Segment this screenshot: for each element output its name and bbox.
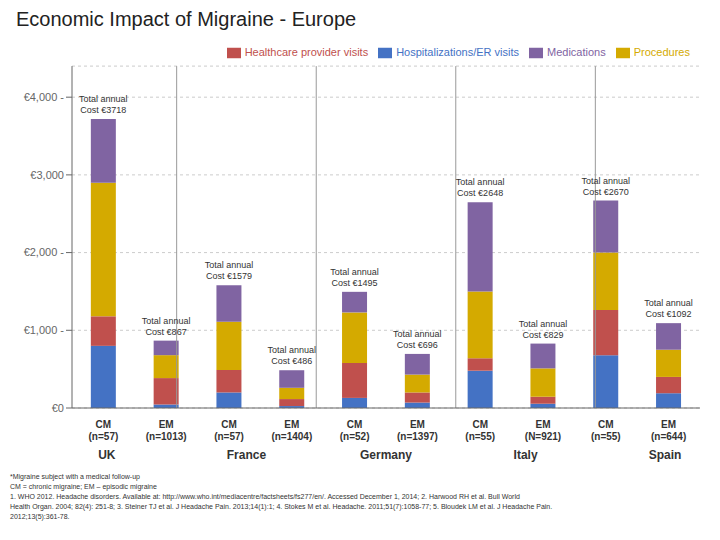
svg-text:Total annualCost €2648: Total annualCost €2648: [456, 177, 505, 198]
svg-text:CM(n=57): CM(n=57): [214, 419, 244, 442]
svg-text:EM(n=644): EM(n=644): [651, 419, 686, 442]
svg-text:EM(n=1013): EM(n=1013): [146, 419, 187, 442]
svg-text:Italy: Italy: [514, 448, 538, 462]
svg-text:EM(N=921): EM(N=921): [525, 419, 561, 442]
svg-text:€1,000 -: €1,000 -: [24, 324, 65, 336]
svg-text:EM(n=1404): EM(n=1404): [271, 419, 312, 442]
html-text:CM = chronic migraine; EM – ep: CM = chronic migraine; EM – episodic mig…: [10, 483, 157, 490]
svg-text:Total annualCost €696: Total annualCost €696: [393, 329, 442, 350]
svg-text:Total annualCost €829: Total annualCost €829: [519, 319, 568, 340]
svg-text:CM(n=52): CM(n=52): [340, 419, 370, 442]
svg-text:Total annualCost €1092: Total annualCost €1092: [644, 298, 693, 319]
html-text:Healthcare provider visits: Healthcare provider visits: [244, 46, 369, 58]
svg-text:France: France: [227, 448, 267, 462]
html-text:*Migraine subject with a medic: *Migraine subject with a medical follow-…: [10, 473, 140, 480]
svg-text:€3,000: €3,000: [30, 169, 64, 181]
svg-text:UK: UK: [98, 448, 116, 462]
svg-text:Total annualCost €3718: Total annualCost €3718: [79, 94, 128, 115]
svg-text:€2,000 -: €2,000 -: [24, 246, 65, 258]
svg-text:Total annualCost €1495: Total annualCost €1495: [330, 267, 379, 288]
svg-text:CM(n=55): CM(n=55): [591, 419, 621, 442]
svg-text:Total annualCost €2670: Total annualCost €2670: [581, 176, 630, 197]
svg-text:€0: €0: [52, 402, 64, 414]
svg-text:EM(n=1397): EM(n=1397): [397, 419, 438, 442]
svg-text:Total annualCost €867: Total annualCost €867: [142, 316, 191, 337]
html-text:Health Organ. 2004; 82(4): 251: Health Organ. 2004; 82(4): 251-8; 3. Ste…: [10, 503, 553, 510]
html-text:Medications: Medications: [547, 46, 606, 58]
svg-text:Total annualCost €486: Total annualCost €486: [267, 345, 316, 366]
svg-text:Total annualCost €1579: Total annualCost €1579: [205, 260, 254, 281]
html-text:2012;13(5):361-78.: 2012;13(5):361-78.: [10, 513, 70, 520]
html-text:Procedures: Procedures: [633, 46, 690, 58]
svg-text:CM(n=55): CM(n=55): [465, 419, 495, 442]
html-text:1. WHO 2012. Headache disorder: 1. WHO 2012. Headache disorders. Availab…: [10, 493, 520, 500]
svg-text:Spain: Spain: [649, 448, 682, 462]
html-text:Economic Impact of Migraine -: Economic Impact of Migraine - Europe: [16, 8, 357, 30]
svg-text:Germany: Germany: [360, 448, 412, 462]
html-text:Hospitalizations/ER visits: Hospitalizations/ER visits: [396, 46, 519, 58]
svg-text:€4,000 -: €4,000 -: [24, 91, 65, 103]
svg-text:CM(n=57): CM(n=57): [89, 419, 119, 442]
